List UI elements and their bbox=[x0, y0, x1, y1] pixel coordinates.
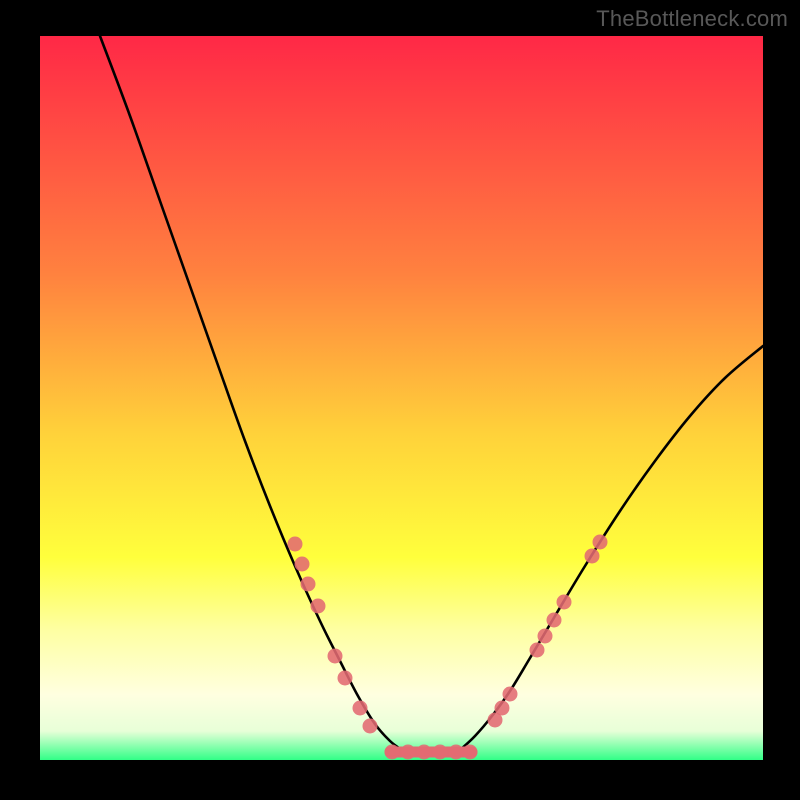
bottleneck-curve bbox=[100, 36, 402, 750]
data-marker bbox=[538, 629, 553, 644]
data-marker bbox=[495, 701, 510, 716]
chart-container: TheBottleneck.com bbox=[0, 0, 800, 800]
data-marker bbox=[385, 745, 400, 760]
data-marker bbox=[433, 745, 448, 760]
data-marker bbox=[328, 649, 343, 664]
data-marker bbox=[503, 687, 518, 702]
data-marker bbox=[353, 701, 368, 716]
data-marker bbox=[338, 671, 353, 686]
data-marker bbox=[449, 745, 464, 760]
data-marker bbox=[463, 745, 478, 760]
data-marker bbox=[301, 577, 316, 592]
data-marker bbox=[295, 557, 310, 572]
data-marker bbox=[557, 595, 572, 610]
data-marker bbox=[530, 643, 545, 658]
attribution-text: TheBottleneck.com bbox=[596, 6, 788, 32]
data-marker bbox=[401, 745, 416, 760]
data-marker bbox=[417, 745, 432, 760]
curve-layer bbox=[40, 36, 763, 760]
plot-area bbox=[40, 36, 763, 760]
data-marker bbox=[288, 537, 303, 552]
data-marker bbox=[311, 599, 326, 614]
data-marker bbox=[547, 613, 562, 628]
data-marker bbox=[585, 549, 600, 564]
data-marker bbox=[363, 719, 378, 734]
data-marker bbox=[593, 535, 608, 550]
